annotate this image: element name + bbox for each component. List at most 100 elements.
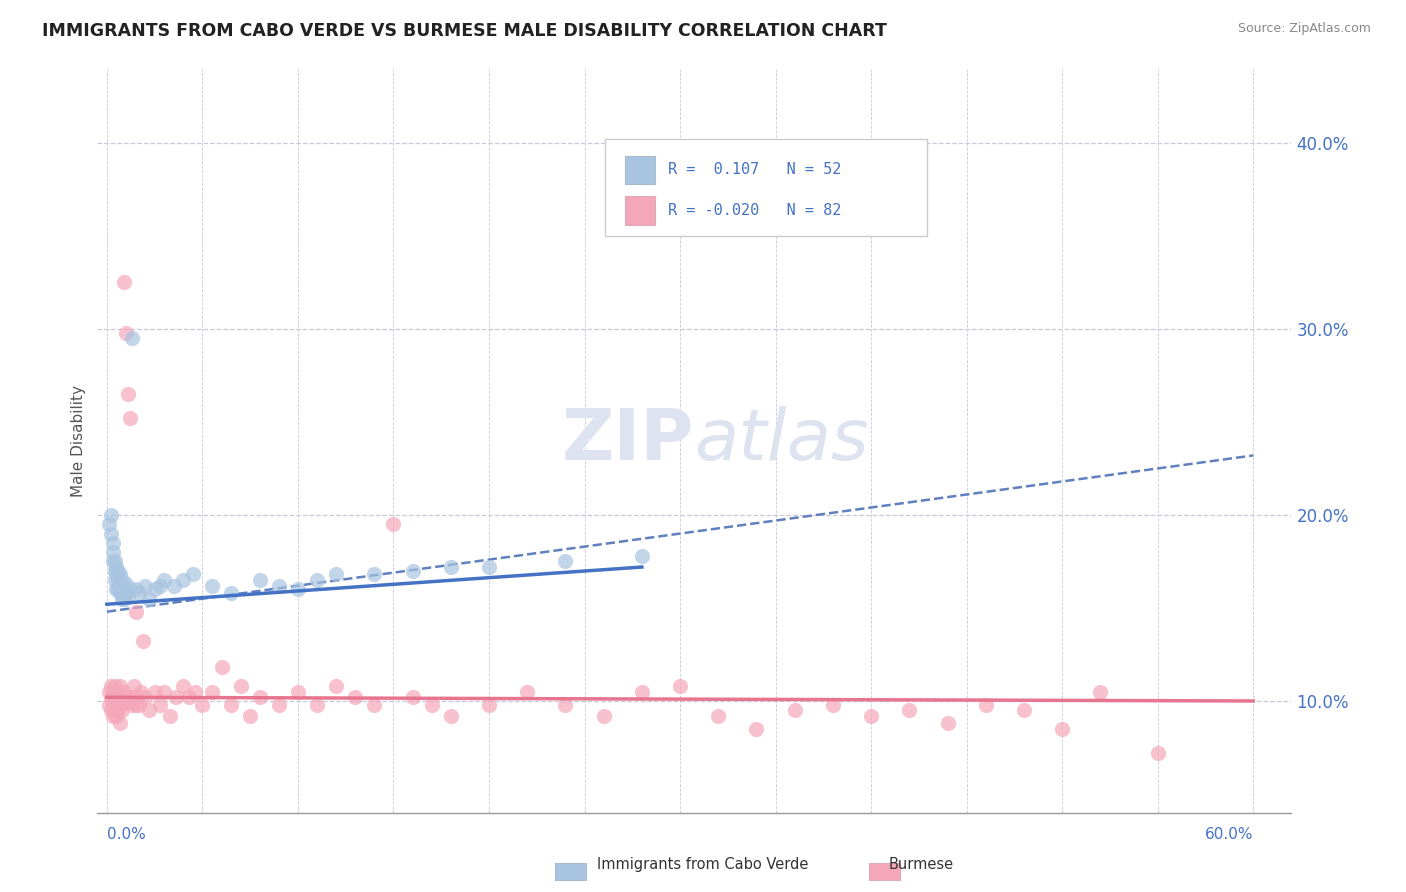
Point [669,679,692,693]
Point [115,326,138,340]
Point [115,690,138,705]
Point [177,690,200,705]
Point [267,698,290,712]
Point [159,709,181,723]
Point [134,690,156,705]
Point [110,579,132,593]
Point [112,582,135,597]
Point [101,545,124,559]
Point [149,698,172,712]
Point [110,586,132,600]
Point [111,690,134,705]
Point [143,684,166,698]
Point [325,679,347,693]
Point [110,716,132,731]
Point [478,560,501,574]
Point [344,690,367,705]
Point [821,698,844,712]
Point [219,586,242,600]
Point [134,579,156,593]
Point [103,703,125,717]
Point [97,517,120,532]
Point [110,567,132,582]
Point [107,564,129,578]
FancyBboxPatch shape [626,196,655,225]
Point [100,679,122,693]
Point [138,591,160,606]
Point [112,684,135,698]
Point [211,660,233,674]
Point [153,573,176,587]
Point [128,586,150,600]
Point [122,679,145,693]
Point [363,698,385,712]
Point [363,567,385,582]
Text: Burmese: Burmese [889,857,953,872]
Point [783,703,806,717]
FancyBboxPatch shape [605,139,927,236]
Point [117,590,139,604]
Point [219,698,242,712]
Point [107,703,129,717]
Point [101,684,124,698]
Point [118,694,141,708]
Point [631,684,654,698]
Point [115,576,138,591]
Text: Immigrants from Cabo Verde: Immigrants from Cabo Verde [598,857,808,872]
Point [103,679,125,693]
Point [440,709,463,723]
Point [191,698,214,712]
Point [121,698,143,712]
Point [898,703,921,717]
Point [478,698,501,712]
Point [554,554,576,568]
Point [105,709,128,723]
Point [267,579,290,593]
Point [401,690,423,705]
Point [127,690,149,705]
Point [201,579,224,593]
Point [97,684,120,698]
Point [165,690,187,705]
Point [107,573,129,587]
Point [100,526,122,541]
Point [105,560,128,574]
Point [287,582,309,597]
Point [143,582,166,597]
Point [101,698,124,712]
Point [401,564,423,578]
Point [100,690,122,705]
Point [631,549,654,563]
Point [101,709,124,723]
Point [124,698,146,712]
Point [115,586,138,600]
Point [172,679,194,693]
Point [107,582,129,597]
Point [110,698,132,712]
Point [111,573,134,587]
Point [121,690,143,705]
Point [1146,746,1168,760]
Point [105,698,128,712]
Point [103,554,125,568]
Point [440,560,463,574]
Point [163,579,186,593]
Point [936,716,959,731]
Point [172,573,194,587]
Point [121,331,143,345]
Point [229,679,252,693]
Point [592,709,614,723]
Point [974,698,997,712]
Point [287,684,309,698]
Point [132,634,155,648]
Point [111,579,134,593]
Point [110,679,132,693]
Point [101,536,124,550]
Text: Source: ZipAtlas.com: Source: ZipAtlas.com [1237,22,1371,36]
Point [153,684,176,698]
Point [382,517,405,532]
Point [1012,703,1035,717]
Point [124,582,146,597]
Point [325,567,347,582]
Point [307,573,329,587]
